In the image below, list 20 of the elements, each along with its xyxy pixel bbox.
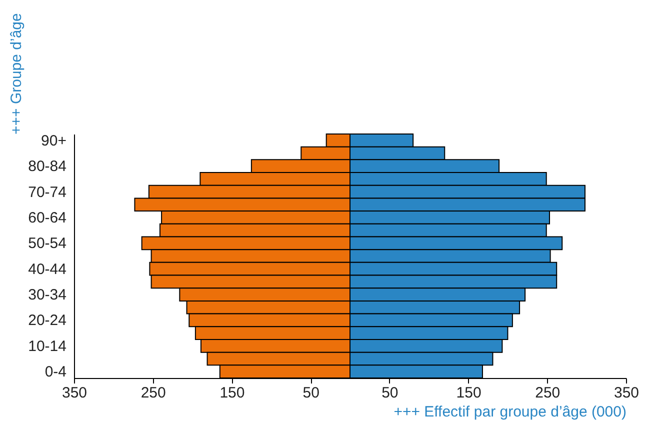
y-tick-label: 40-44: [28, 260, 66, 278]
x-tick-label: 50: [382, 384, 398, 402]
x-tick-label: 150: [456, 384, 482, 402]
y-tick-label: 0-4: [44, 364, 66, 381]
y-tick-label: 20-24: [28, 312, 66, 330]
y-tick-label: 50-54: [28, 235, 66, 252]
x-tick-label: 250: [140, 384, 166, 402]
y-tick-label: 30-34: [28, 286, 66, 304]
y-tick-label: 80-84: [28, 158, 66, 176]
y-axis-title: +++ Groupe d’âge: [8, 13, 26, 134]
x-tick-label: 50: [302, 384, 320, 402]
y-tick-label: 90+: [41, 132, 67, 150]
x-tick-label: 350: [62, 384, 88, 402]
y-tick-label: 70-74: [28, 184, 66, 201]
x-axis-title: +++ Effectif par groupe d’âge (000): [394, 404, 626, 420]
x-tick-label: 150: [220, 384, 245, 402]
x-tick-label: 350: [614, 384, 640, 402]
y-tick-label: 60-64: [28, 209, 66, 226]
y-tick-label: 10-14: [28, 338, 66, 355]
x-tick-label: 250: [535, 384, 560, 402]
